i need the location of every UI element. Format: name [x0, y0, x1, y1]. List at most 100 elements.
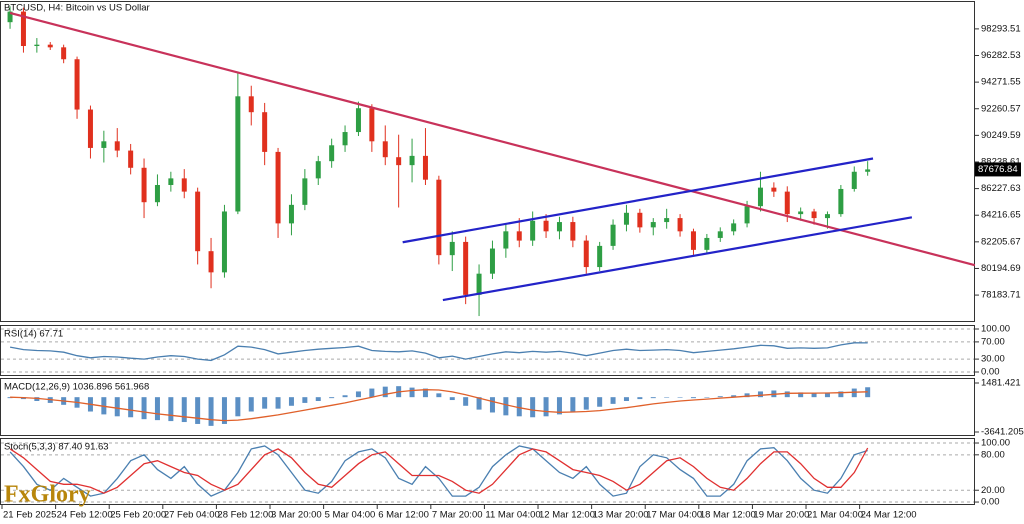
- histogram-bar: [664, 397, 670, 398]
- histogram-bar: [516, 397, 522, 417]
- candle-body: [731, 223, 737, 232]
- histogram-bar: [114, 397, 120, 417]
- histogram-bar: [489, 397, 495, 413]
- y-tick-label: 70.00: [981, 336, 1005, 347]
- histogram-bar: [851, 388, 857, 398]
- trendline: [402, 157, 874, 244]
- x-tick-label: 5 Mar 04:00: [325, 510, 376, 521]
- candle-body: [865, 169, 871, 172]
- histogram-bar: [195, 397, 201, 424]
- candle-body: [369, 108, 375, 142]
- indicator-line: [9, 447, 869, 494]
- x-tick-label: 18 Mar 12:00: [700, 510, 756, 521]
- histogram-bar: [449, 397, 455, 401]
- candle-body: [382, 141, 388, 158]
- candle-body: [302, 178, 308, 205]
- y-tick-label: 86227.63: [981, 183, 1021, 194]
- trendline: [9, 11, 976, 267]
- candle-body: [141, 167, 147, 203]
- candle-body: [610, 224, 616, 246]
- histogram-bar: [704, 397, 710, 398]
- histogram-bar: [597, 397, 603, 407]
- candle-body: [329, 145, 335, 162]
- histogram-bar: [34, 397, 40, 401]
- candle-body: [355, 108, 361, 133]
- histogram-bar: [744, 393, 750, 398]
- histogram-bar: [329, 397, 335, 399]
- histogram-bar: [677, 397, 683, 398]
- histogram-bar: [650, 397, 656, 399]
- candle-body: [463, 241, 469, 295]
- candle-body: [650, 222, 656, 228]
- histogram-bar: [838, 391, 844, 398]
- histogram-bar: [154, 397, 160, 421]
- candle-body: [436, 179, 442, 256]
- y-tick-label: 30.00: [981, 354, 1005, 365]
- candle-body: [556, 222, 562, 232]
- trendline: [442, 216, 913, 302]
- histogram-bar: [128, 397, 134, 418]
- candle-body: [235, 96, 241, 212]
- candle-body: [771, 187, 777, 192]
- candle-body: [530, 220, 536, 241]
- panel-label: RSI(14) 67.71: [4, 329, 63, 340]
- candle-body: [61, 47, 67, 60]
- y-tick-label: 20.00: [981, 485, 1005, 496]
- x-tick-label: 21 Feb 2025: [3, 510, 56, 521]
- y-tick-label: 82205.67: [981, 236, 1021, 247]
- histogram-bar: [583, 397, 589, 410]
- histogram-bar: [141, 397, 147, 420]
- candle-body: [195, 191, 201, 252]
- x-tick-label: 7 Mar 20:00: [432, 510, 483, 521]
- y-tick-label: 78183.71: [981, 290, 1021, 301]
- histogram-bar: [798, 392, 804, 398]
- panel-frame: [0, 438, 975, 505]
- histogram-bar: [221, 397, 227, 424]
- candle-body: [128, 150, 134, 168]
- candle-body: [208, 251, 214, 273]
- y-tick-label: 98293.51: [981, 23, 1021, 34]
- candle-body: [409, 155, 415, 166]
- panel-frame: [0, 378, 975, 436]
- candle-body: [168, 178, 174, 185]
- candle-body: [47, 44, 53, 48]
- candle-body: [851, 171, 857, 189]
- histogram-bar: [422, 388, 428, 398]
- candle-body: [677, 218, 683, 232]
- candle-body: [704, 237, 710, 250]
- candle-body: [717, 231, 723, 238]
- histogram-bar: [757, 391, 763, 398]
- histogram-bar: [342, 395, 348, 398]
- candle-body: [34, 44, 40, 47]
- panel-frame: [0, 325, 975, 376]
- candle-body: [449, 241, 455, 256]
- candle-body: [597, 245, 603, 268]
- y-tick-label: 100.00: [981, 324, 1010, 335]
- x-tick-label: 11 Mar 04:00: [485, 510, 540, 521]
- candle-body: [664, 218, 670, 223]
- candle-body: [262, 112, 268, 152]
- histogram-bar: [288, 397, 294, 406]
- x-tick-label: 24 Feb 12:00: [57, 510, 113, 521]
- y-tick-label: 0.00: [981, 497, 1000, 508]
- histogram-bar: [315, 397, 321, 401]
- y-tick-label: -3641.205: [981, 427, 1024, 438]
- panel-label: Stoch(5,3,3) 87.40 91.63: [4, 442, 109, 453]
- candle-body: [757, 187, 763, 207]
- price-tag: [975, 162, 1021, 177]
- histogram-bar: [623, 397, 629, 401]
- y-tick-label: 80.00: [981, 449, 1005, 460]
- candle-body: [248, 96, 254, 113]
- candle-body: [838, 188, 844, 215]
- x-tick-label: 19 Mar 20:00: [753, 510, 809, 521]
- x-tick-label: 28 Feb 12:00: [217, 510, 273, 521]
- histogram-bar: [731, 395, 737, 398]
- candle-body: [798, 211, 804, 215]
- histogram-bar: [543, 397, 549, 417]
- histogram-bar: [409, 387, 415, 398]
- candle-body: [489, 248, 495, 274]
- histogram-bar: [811, 393, 817, 398]
- x-tick-label: 24 Mar 12:00: [861, 510, 917, 521]
- candle-body: [396, 157, 402, 166]
